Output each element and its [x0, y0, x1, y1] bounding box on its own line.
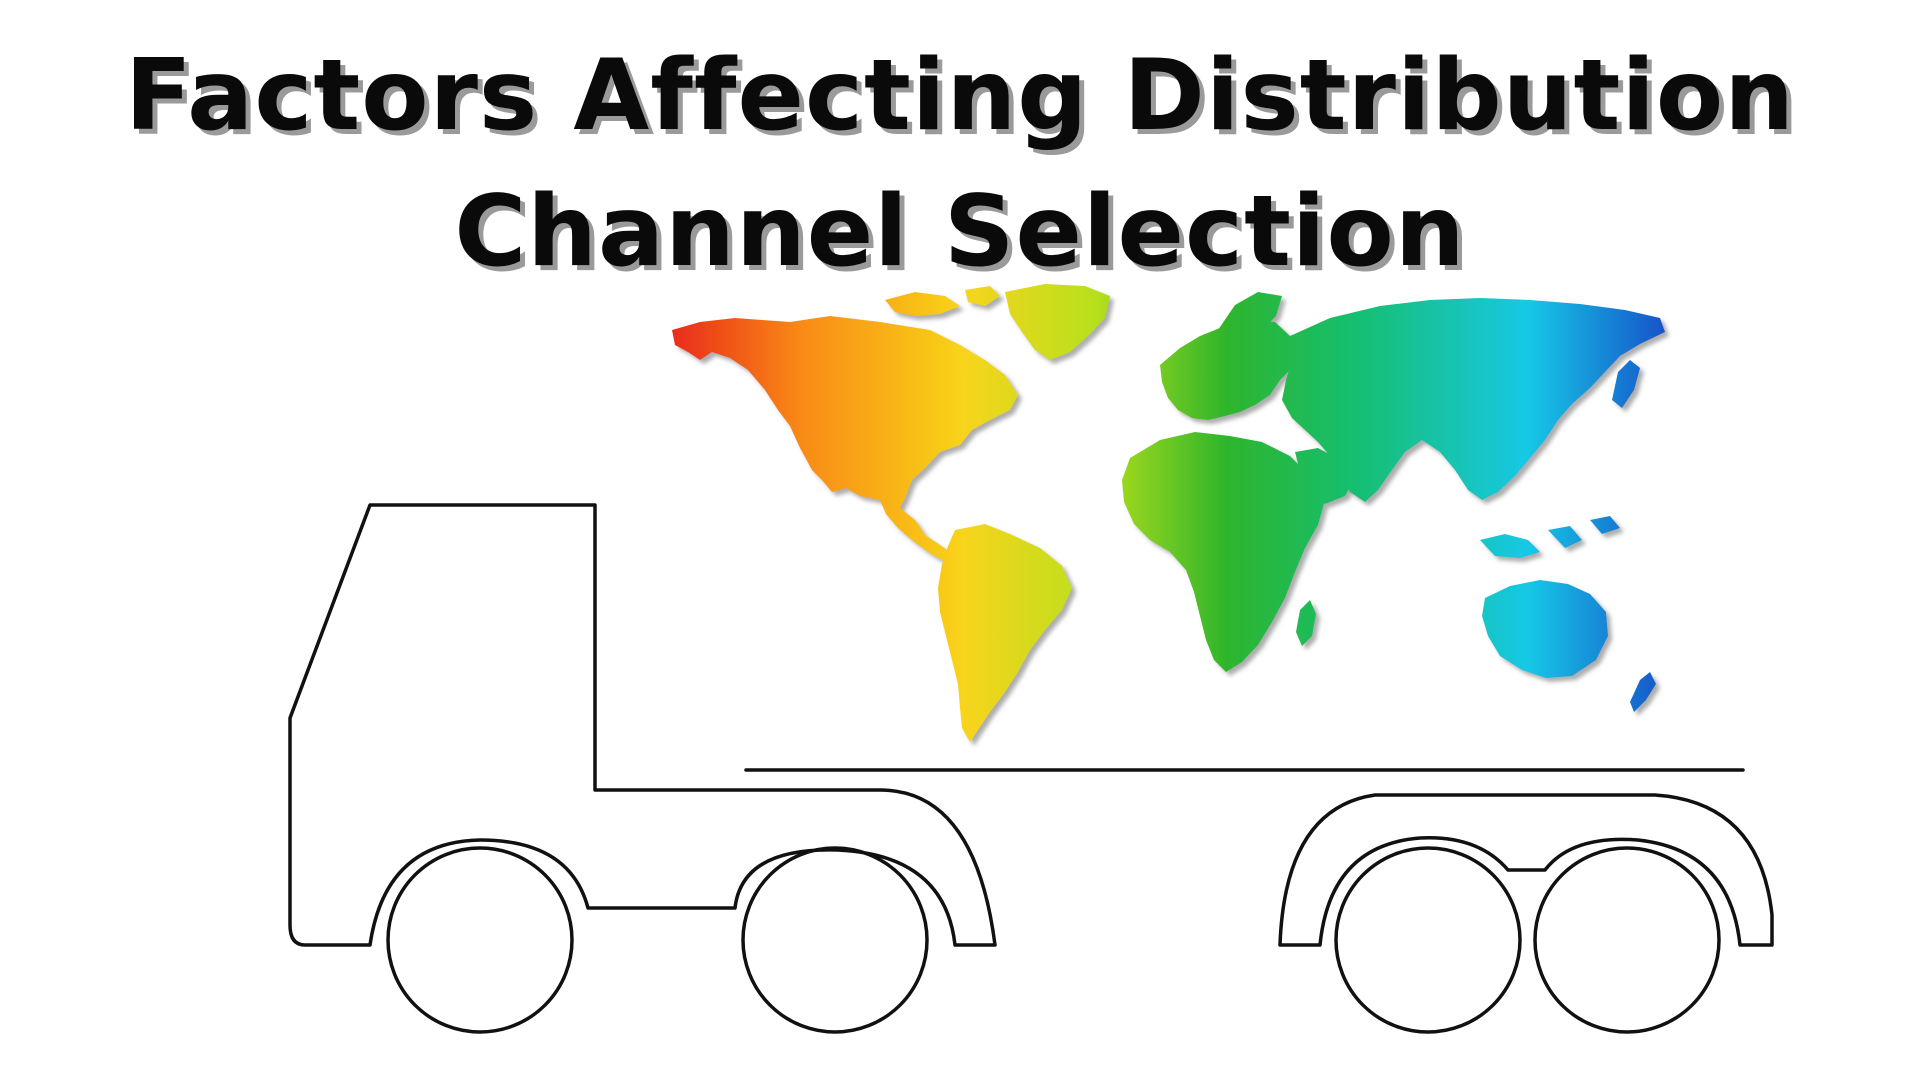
cab-rear-wheel-icon — [741, 846, 929, 1034]
new-zealand-shape — [1630, 672, 1656, 712]
arctic-islands-shape — [885, 286, 1000, 316]
africa-shape — [1122, 432, 1325, 672]
arabia-shape — [1295, 448, 1355, 504]
title-line-2: Channel Selection — [454, 175, 1466, 289]
central-america-shape — [880, 500, 950, 560]
world-map-icon — [672, 284, 1665, 742]
page-title: Factors Affecting Distribution Channel S… — [0, 28, 1920, 300]
trailer-wheel-2-icon — [1533, 846, 1721, 1034]
greenland-shape — [1005, 284, 1110, 360]
asia-shape — [1282, 298, 1665, 502]
southeast-asia-islands-shape — [1480, 516, 1620, 558]
truck-cab-shape — [288, 503, 997, 947]
south-america-shape — [938, 524, 1072, 742]
scandinavia-shape — [1218, 292, 1282, 344]
japan-shape — [1612, 360, 1640, 408]
truck-outline-icon — [288, 503, 1774, 1034]
title-line-1: Factors Affecting Distribution — [124, 39, 1796, 153]
trailer-fender-shape — [1278, 793, 1774, 947]
australia-shape — [1482, 580, 1608, 678]
north-america-shape — [672, 316, 1018, 512]
madagascar-shape — [1296, 600, 1316, 646]
front-wheel-icon — [386, 846, 574, 1034]
europe-shape — [1160, 320, 1300, 420]
trailer-wheel-1-icon — [1334, 846, 1522, 1034]
